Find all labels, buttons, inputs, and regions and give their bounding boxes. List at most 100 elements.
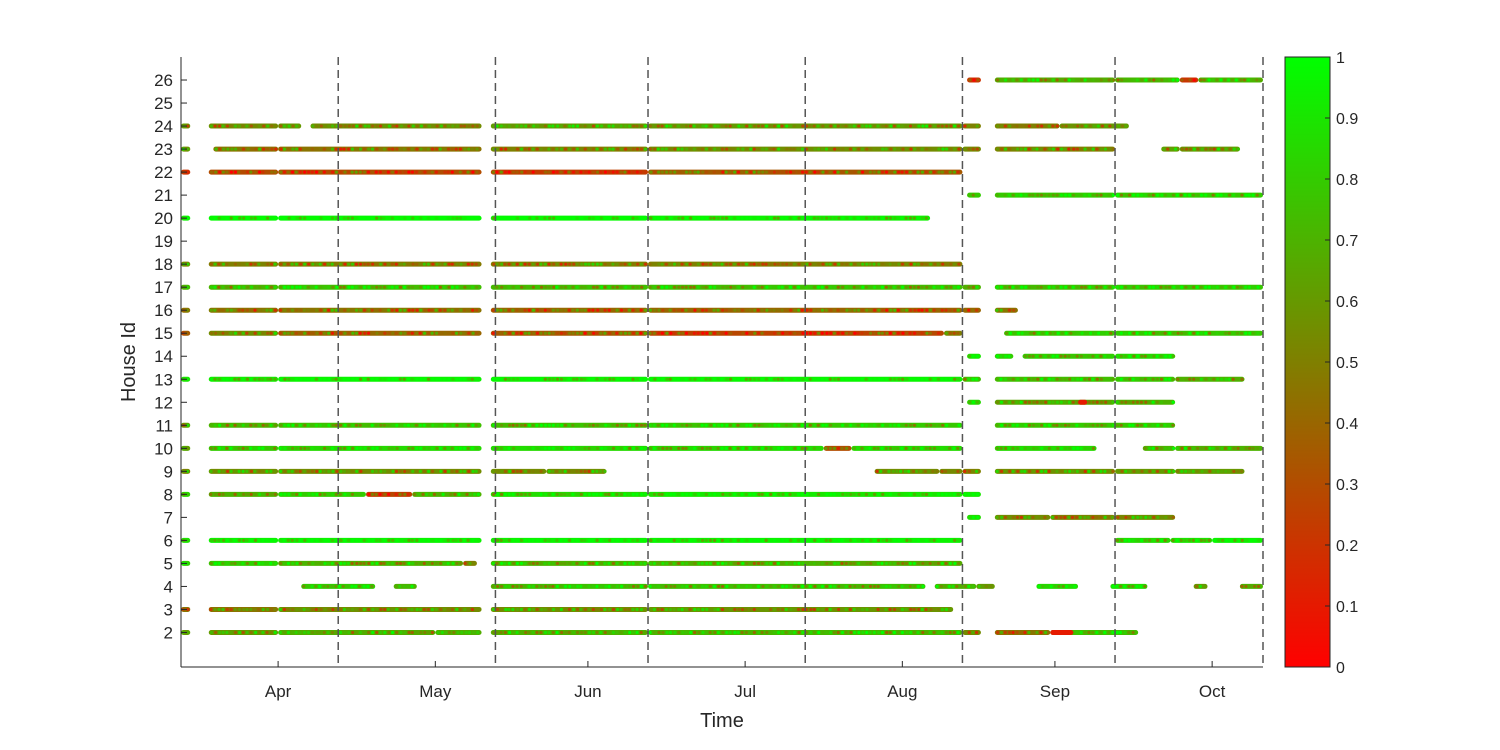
sample-point — [524, 263, 527, 266]
sample-point — [1124, 401, 1127, 404]
sample-point — [371, 263, 374, 266]
sample-point — [889, 539, 892, 542]
sample-point — [789, 332, 792, 335]
sample-point — [1144, 424, 1147, 427]
sample-point — [777, 263, 780, 266]
sample-point — [896, 447, 899, 450]
sample-point — [632, 263, 635, 266]
sample-point — [745, 608, 748, 611]
sample-point — [536, 470, 539, 473]
sample-point — [547, 263, 550, 266]
sample-point — [572, 217, 575, 220]
sample-point — [865, 378, 868, 381]
sample-point — [708, 493, 711, 496]
sample-point — [917, 309, 920, 312]
sample-point — [649, 309, 652, 312]
sample-point — [945, 147, 948, 150]
sample-point — [616, 309, 619, 312]
sample-point — [319, 470, 322, 473]
sample-point — [636, 286, 639, 289]
sample-point — [1032, 147, 1035, 150]
sample-point — [736, 147, 739, 150]
sample-point — [905, 170, 908, 173]
sample-point — [749, 378, 752, 381]
sample-point — [355, 424, 358, 427]
sample-point — [929, 332, 932, 335]
sample-point — [849, 217, 852, 220]
sample-point — [492, 286, 495, 289]
sample-point — [821, 493, 824, 496]
sample-point — [697, 147, 700, 150]
sample-point — [435, 608, 438, 611]
sample-point — [725, 447, 728, 450]
sample-point — [1081, 332, 1084, 335]
sample-point — [1108, 78, 1111, 81]
sample-point — [439, 539, 442, 542]
sample-point — [916, 447, 919, 450]
sample-point — [753, 424, 756, 427]
sample-point — [520, 378, 523, 381]
sample-point — [745, 585, 748, 588]
sample-point — [825, 424, 828, 427]
sample-point — [753, 170, 756, 173]
sample-point — [584, 170, 587, 173]
sample-point — [1032, 470, 1035, 473]
sample-point — [757, 424, 760, 427]
sample-point — [351, 424, 354, 427]
sample-point — [949, 608, 952, 611]
sample-point — [892, 470, 895, 473]
sample-point — [889, 493, 892, 496]
sample-point — [467, 217, 470, 220]
sample-point — [299, 424, 302, 427]
sample-point — [901, 332, 904, 335]
sample-point — [887, 470, 890, 473]
sample-point — [351, 170, 354, 173]
sample-point — [781, 608, 784, 611]
sample-point — [423, 170, 426, 173]
sample-point — [492, 447, 495, 450]
sample-point — [423, 309, 426, 312]
y-tick-label: 12 — [154, 393, 173, 412]
sample-point — [789, 424, 792, 427]
sample-point — [599, 470, 602, 473]
sample-point — [1236, 378, 1239, 381]
sample-point — [500, 562, 503, 565]
sample-point — [246, 378, 249, 381]
sample-point — [933, 170, 936, 173]
sample-point — [737, 378, 740, 381]
sample-point — [665, 217, 668, 220]
sample-point — [516, 562, 519, 565]
sample-point — [523, 309, 526, 312]
sample-point — [885, 309, 888, 312]
sample-point — [1216, 194, 1219, 197]
sample-point — [1091, 355, 1094, 358]
sample-point — [1148, 447, 1151, 450]
sample-point — [925, 631, 928, 634]
sample-point — [520, 286, 523, 289]
sample-point — [1176, 332, 1179, 335]
sample-point — [857, 217, 860, 220]
sample-point — [1020, 286, 1023, 289]
sample-point — [327, 631, 330, 634]
sample-point — [733, 378, 736, 381]
sample-point — [936, 470, 939, 473]
sample-point — [363, 539, 366, 542]
sample-point — [1215, 332, 1218, 335]
sample-point — [399, 424, 402, 427]
sample-point — [563, 493, 566, 496]
sample-point — [623, 263, 626, 266]
sample-point — [556, 631, 559, 634]
sample-point — [661, 147, 664, 150]
sample-point — [455, 217, 458, 220]
sample-point — [318, 585, 321, 588]
sample-point — [933, 493, 936, 496]
sample-point — [805, 286, 808, 289]
sample-point — [1008, 631, 1011, 634]
sample-point — [885, 539, 888, 542]
sample-point — [443, 263, 446, 266]
sample-point — [721, 332, 724, 335]
sample-point — [355, 562, 358, 565]
sample-point — [1108, 147, 1111, 150]
sample-point — [1180, 194, 1183, 197]
sample-point — [1083, 516, 1086, 519]
